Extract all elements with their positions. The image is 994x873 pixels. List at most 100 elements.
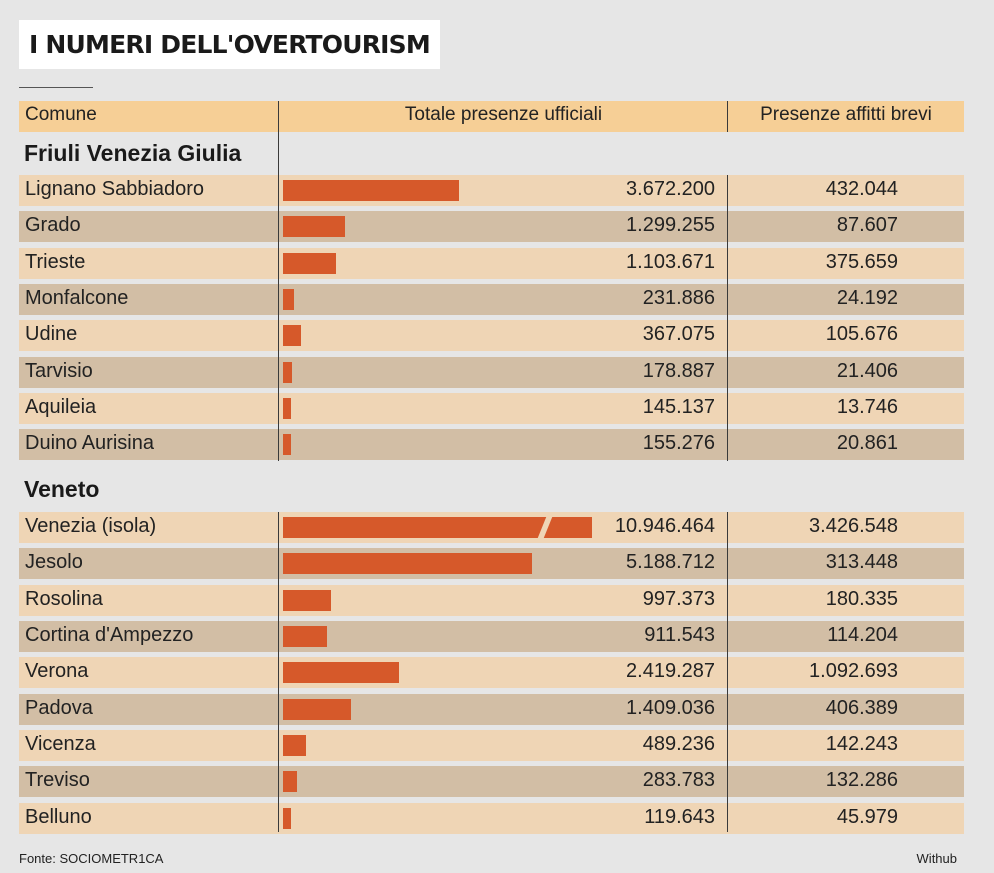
cell-brevi: 406.389	[825, 697, 898, 719]
table-header: Comune Totale presenze ufficiali Presenz…	[19, 101, 964, 132]
cell-brevi: 87.607	[836, 214, 898, 236]
title-rule	[19, 87, 93, 88]
bar-mark	[283, 325, 301, 346]
divider-right	[727, 101, 728, 132]
cell-comune: Tarvisio	[25, 360, 93, 382]
table-row: Monfalcone 231.886 24.192	[19, 284, 964, 315]
cell-brevi: 24.192	[836, 287, 898, 309]
header-comune: Comune	[25, 104, 97, 125]
cell-totale: 1.299.255	[626, 214, 715, 236]
bar-mark	[283, 253, 336, 274]
bar-mark	[283, 735, 307, 756]
bar-mark	[283, 289, 295, 310]
cell-totale: 1.409.036	[626, 697, 715, 719]
cell-brevi: 1.092.693	[809, 660, 898, 682]
cell-totale: 5.188.712	[626, 551, 715, 573]
cell-comune: Jesolo	[25, 551, 83, 573]
footer-credit: Withub	[916, 851, 957, 866]
cell-brevi: 132.286	[825, 769, 898, 791]
table-row: Udine 367.075 105.676	[19, 320, 964, 351]
cell-comune: Venezia (isola)	[25, 515, 157, 537]
section-title: Veneto	[24, 476, 100, 502]
cell-comune: Vicenza	[25, 733, 96, 755]
table-row: Grado 1.299.255 87.607	[19, 211, 964, 242]
cell-comune: Aquileia	[25, 396, 97, 418]
cell-brevi: 375.659	[825, 251, 898, 273]
bar-mark	[283, 180, 459, 201]
table-row: Lignano Sabbiadoro 3.672.200 432.044	[19, 175, 964, 206]
divider-right-veneto	[727, 512, 728, 832]
bar-mark	[283, 626, 327, 647]
cell-comune: Cortina d'Ampezzo	[25, 624, 194, 646]
cell-totale: 367.075	[642, 323, 715, 345]
table-row: Jesolo 5.188.712 313.448	[19, 548, 964, 579]
cell-brevi: 142.243	[825, 733, 898, 755]
cell-comune: Treviso	[25, 769, 90, 791]
cell-comune: Udine	[25, 323, 78, 345]
cell-comune: Rosolina	[25, 588, 103, 610]
cell-comune: Padova	[25, 697, 93, 719]
bar-mark	[283, 398, 291, 419]
cell-totale: 3.672.200	[626, 178, 715, 200]
cell-comune: Belluno	[25, 806, 92, 828]
table-row: Trieste 1.103.671 375.659	[19, 248, 964, 279]
section-title: Friuli Venezia Giulia	[24, 140, 242, 166]
cell-totale: 155.276	[642, 432, 715, 454]
title-box: I NUMERI DELL'OVERTOURISM	[19, 20, 440, 69]
table-row: Aquileia 145.137 13.746	[19, 393, 964, 424]
cell-totale: 119.643	[644, 806, 715, 828]
bar-mark	[283, 771, 297, 792]
header-totale: Totale presenze ufficiali	[404, 104, 603, 125]
cell-totale: 231.886	[642, 287, 715, 309]
bar-mark	[283, 699, 351, 720]
bar-mark	[283, 434, 291, 455]
cell-totale: 997.373	[642, 588, 715, 610]
cell-totale: 1.103.671	[626, 251, 715, 273]
cell-comune: Verona	[25, 660, 89, 682]
chart-title: I NUMERI DELL'OVERTOURISM	[29, 30, 431, 59]
cell-comune: Lignano Sabbiadoro	[25, 178, 205, 200]
bar-mark	[283, 808, 291, 829]
cell-brevi: 3.426.548	[809, 515, 898, 537]
footer-source: Fonte: SOCIOMETR1CA	[19, 851, 164, 866]
divider-left-veneto	[278, 512, 279, 832]
table-row: Duino Aurisina 155.276 20.861	[19, 429, 964, 460]
table-row: Verona 2.419.287 1.092.693	[19, 657, 964, 688]
cell-brevi: 13.746	[836, 396, 898, 418]
cell-brevi: 45.979	[836, 806, 898, 828]
bar-mark	[283, 553, 532, 574]
divider-right-friuli	[727, 175, 728, 461]
table-row: Treviso 283.783 132.286	[19, 766, 964, 797]
table-row: Venezia (isola) 10.946.464 3.426.548	[19, 512, 964, 543]
table-row: Cortina d'Ampezzo 911.543 114.204	[19, 621, 964, 652]
cell-brevi: 180.335	[825, 588, 898, 610]
bar-mark	[283, 517, 592, 538]
cell-comune: Duino Aurisina	[25, 432, 154, 454]
cell-totale: 178.887	[642, 360, 715, 382]
header-brevi: Presenze affitti brevi	[760, 104, 932, 125]
cell-brevi: 114.204	[827, 624, 898, 646]
cell-totale: 10.946.464	[614, 515, 715, 537]
cell-brevi: 105.676	[825, 323, 898, 345]
cell-brevi: 432.044	[825, 178, 898, 200]
cell-brevi: 20.861	[836, 432, 898, 454]
cell-totale: 145.137	[642, 396, 715, 418]
divider-left	[278, 101, 279, 461]
cell-brevi: 313.448	[825, 551, 898, 573]
bar-mark	[283, 362, 292, 383]
cell-brevi: 21.406	[836, 360, 898, 382]
cell-comune: Monfalcone	[25, 287, 129, 309]
bar-mark	[283, 590, 331, 611]
bar-mark	[283, 216, 346, 237]
table-row: Padova 1.409.036 406.389	[19, 694, 964, 725]
table-row: Vicenza 489.236 142.243	[19, 730, 964, 761]
table-row: Tarvisio 178.887 21.406	[19, 357, 964, 388]
cell-comune: Trieste	[25, 251, 86, 273]
table-row: Belluno 119.643 45.979	[19, 803, 964, 834]
bar-mark	[283, 662, 399, 683]
cell-totale: 911.543	[644, 624, 715, 646]
cell-comune: Grado	[25, 214, 81, 236]
cell-totale: 489.236	[642, 733, 715, 755]
cell-totale: 2.419.287	[626, 660, 715, 682]
table-row: Rosolina 997.373 180.335	[19, 585, 964, 616]
